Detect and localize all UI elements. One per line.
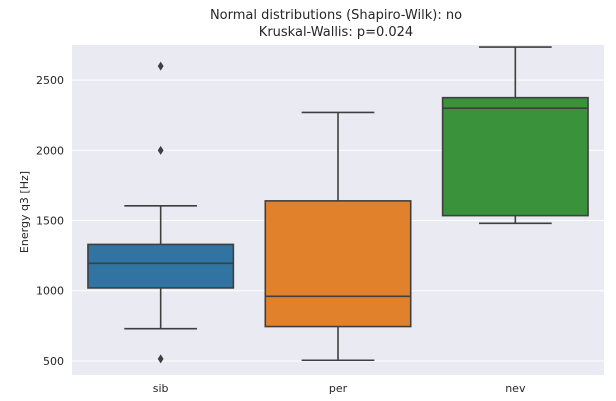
- outlier-point: [157, 145, 164, 155]
- x-tick-label: per: [329, 382, 348, 395]
- outlier-point: [157, 61, 164, 71]
- y-tick-label: 1500: [36, 215, 64, 228]
- y-tick-label: 2000: [36, 144, 64, 157]
- y-tick-label: 2500: [36, 74, 64, 87]
- y-tick-label: 500: [43, 355, 64, 368]
- y-axis-label: Energy q3 [Hz]: [18, 171, 31, 253]
- iqr-box: [264, 200, 412, 328]
- outlier-point: [157, 354, 164, 364]
- chart-title-line-2: Kruskal-Wallis: p=0.024: [259, 25, 413, 40]
- x-tick-label: nev: [505, 382, 526, 395]
- y-tick-label: 1000: [36, 285, 64, 298]
- iqr-box: [87, 243, 235, 289]
- box-nev: [441, 46, 589, 225]
- box-per: [264, 111, 412, 362]
- iqr-box: [441, 96, 589, 217]
- boxes-layer: [87, 46, 589, 364]
- box-sib: [87, 61, 235, 364]
- chart-title-line-1: Normal distributions (Shapiro-Wilk): no: [210, 8, 462, 23]
- x-tick-label: sib: [153, 382, 169, 395]
- tick-labels: 500 1000 1500 2000 2500 sib per nev: [36, 74, 526, 395]
